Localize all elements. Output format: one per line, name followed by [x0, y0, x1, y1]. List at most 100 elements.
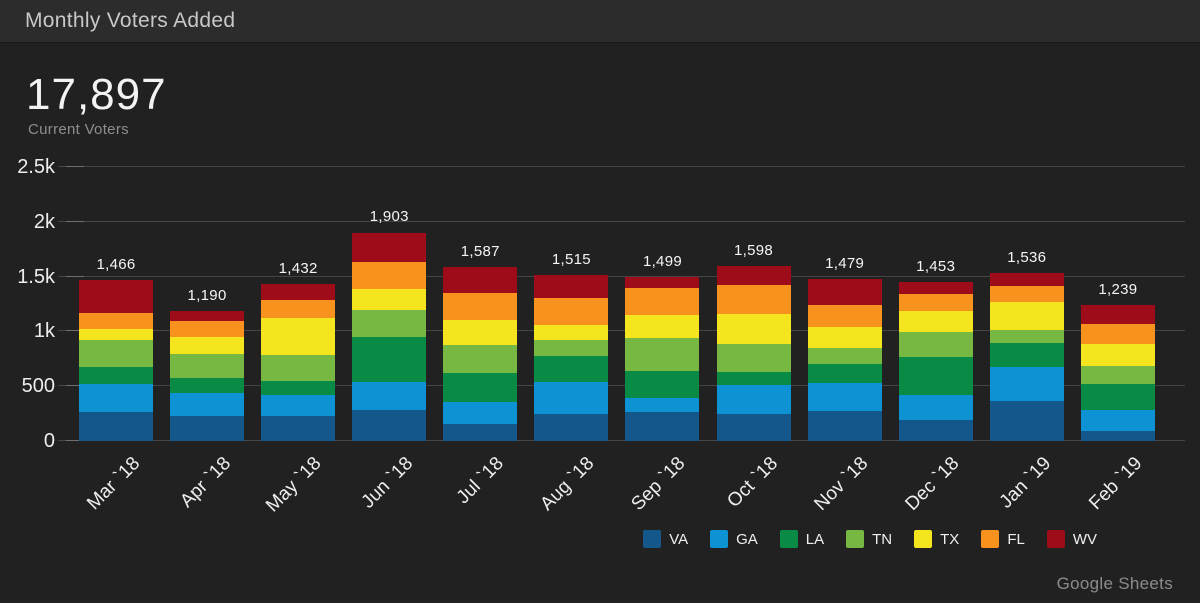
bar-segment-va-9[interactable] — [807, 410, 882, 441]
bar-segment-ga-12[interactable] — [1080, 410, 1155, 432]
bar-segment-la-7[interactable] — [625, 370, 700, 398]
y-tick-label-1k: 1k — [33, 320, 55, 343]
bar-segment-fl-7[interactable] — [625, 287, 700, 315]
bar-segment-fl-9[interactable] — [807, 305, 882, 327]
bar-segment-ga-6[interactable] — [534, 381, 609, 414]
bar-segment-va-2[interactable] — [170, 415, 245, 441]
bar-segment-tx-1[interactable] — [79, 329, 153, 341]
bar-segment-tx-5[interactable] — [443, 320, 518, 345]
bar-segment-tx-10[interactable] — [898, 311, 973, 333]
bar-segment-fl-8[interactable] — [716, 284, 791, 315]
bar-segment-tx-4[interactable] — [352, 288, 427, 311]
bar-segment-ga-1[interactable] — [79, 384, 153, 413]
bar-segment-wv-4[interactable] — [352, 232, 427, 263]
bar-segment-tx-9[interactable] — [807, 326, 882, 348]
bar-segment-wv-9[interactable] — [807, 278, 882, 306]
bar-segment-va-11[interactable] — [989, 401, 1064, 441]
legend-item-tn[interactable]: TN — [846, 530, 892, 548]
bar-segment-wv-6[interactable] — [534, 275, 609, 299]
bar-segment-fl-4[interactable] — [352, 262, 427, 289]
bar-segment-tx-6[interactable] — [534, 325, 609, 340]
bar-segment-tn-3[interactable] — [261, 354, 336, 381]
legend-item-wv[interactable]: WV — [1046, 530, 1097, 548]
bar-segment-tn-8[interactable] — [716, 343, 791, 372]
chart-title: Monthly Voters Added — [25, 9, 236, 32]
bar-segment-la-6[interactable] — [534, 356, 609, 382]
bar-segment-ga-8[interactable] — [716, 385, 791, 414]
bar-segment-tn-11[interactable] — [989, 330, 1064, 343]
bar-segment-fl-5[interactable] — [443, 292, 518, 321]
bar-sep-18: 1,499 — [625, 253, 700, 441]
bar-segment-la-11[interactable] — [989, 342, 1064, 367]
bar-segment-ga-3[interactable] — [261, 395, 336, 417]
bar-segment-wv-3[interactable] — [261, 284, 336, 300]
bar-segment-tn-1[interactable] — [79, 340, 153, 367]
bar-segment-fl-3[interactable] — [261, 299, 336, 319]
bar-segment-wv-12[interactable] — [1080, 305, 1155, 325]
bar-segment-fl-2[interactable] — [170, 320, 245, 337]
bar-segment-la-3[interactable] — [261, 380, 336, 396]
current-voters-value: 17,897 — [26, 70, 167, 119]
bar-segment-tn-12[interactable] — [1080, 366, 1155, 385]
bar-segment-va-6[interactable] — [534, 413, 609, 441]
bar-segment-tn-7[interactable] — [625, 337, 700, 371]
bar-segment-va-7[interactable] — [625, 412, 700, 441]
legend-label-fl: FL — [1007, 530, 1025, 548]
bar-segment-la-5[interactable] — [443, 373, 518, 403]
bar-segment-fl-11[interactable] — [989, 286, 1064, 303]
bar-segment-va-5[interactable] — [443, 423, 518, 441]
bar-segment-ga-10[interactable] — [898, 394, 973, 420]
bar-segment-va-12[interactable] — [1080, 431, 1155, 441]
bar-segment-va-1[interactable] — [79, 412, 153, 441]
bar-segment-tx-3[interactable] — [261, 318, 336, 355]
bar-segment-wv-10[interactable] — [898, 281, 973, 295]
bar-segment-ga-4[interactable] — [352, 381, 427, 410]
bar-segment-tn-5[interactable] — [443, 344, 518, 374]
bar-segment-wv-2[interactable] — [170, 310, 245, 321]
bar-segment-fl-12[interactable] — [1080, 324, 1155, 345]
bar-segment-wv-8[interactable] — [716, 265, 791, 285]
bar-segment-ga-2[interactable] — [170, 392, 245, 416]
bar-segment-ga-5[interactable] — [443, 402, 518, 424]
bar-segment-va-3[interactable] — [261, 416, 336, 441]
bar-segment-la-9[interactable] — [807, 363, 882, 384]
bar-segment-wv-5[interactable] — [443, 267, 518, 293]
bar-segment-ga-11[interactable] — [989, 366, 1064, 402]
bar-segment-la-12[interactable] — [1080, 384, 1155, 411]
bar-segment-va-10[interactable] — [898, 419, 973, 441]
bar-nov-18: 1,479 — [807, 255, 882, 441]
bar-segment-tx-8[interactable] — [716, 314, 791, 344]
bar-segment-tx-12[interactable] — [1080, 344, 1155, 367]
bar-segment-tn-4[interactable] — [352, 310, 427, 338]
bar-segment-tx-2[interactable] — [170, 336, 245, 354]
bar-segment-tn-2[interactable] — [170, 353, 245, 379]
bar-segment-tn-10[interactable] — [898, 332, 973, 357]
legend-item-ga[interactable]: GA — [710, 530, 758, 548]
bar-segment-fl-10[interactable] — [898, 294, 973, 312]
bar-segment-va-8[interactable] — [716, 413, 791, 441]
bar-mar-18: 1,466 — [79, 256, 153, 441]
bar-segment-ga-7[interactable] — [625, 397, 700, 413]
bar-segment-la-10[interactable] — [898, 356, 973, 395]
bar-segment-la-8[interactable] — [716, 371, 791, 386]
bar-segment-wv-11[interactable] — [989, 272, 1064, 287]
bar-segment-tx-7[interactable] — [625, 314, 700, 338]
x-tick-label-6: Aug `18 — [536, 453, 599, 515]
bar-segment-la-4[interactable] — [352, 337, 427, 382]
bar-segment-la-2[interactable] — [170, 378, 245, 393]
legend-item-la[interactable]: LA — [779, 530, 824, 548]
bar-segment-tn-6[interactable] — [534, 339, 609, 357]
bar-segment-la-1[interactable] — [79, 366, 153, 385]
bar-segment-ga-9[interactable] — [807, 383, 882, 411]
bar-segment-tx-11[interactable] — [989, 302, 1064, 331]
bar-total-label: 1,432 — [278, 260, 318, 278]
bar-segment-fl-1[interactable] — [79, 312, 153, 330]
bar-segment-tn-9[interactable] — [807, 347, 882, 364]
bar-segment-wv-1[interactable] — [79, 280, 153, 313]
legend-item-va[interactable]: VA — [643, 530, 688, 548]
bar-segment-va-4[interactable] — [352, 409, 427, 441]
legend-item-fl[interactable]: FL — [981, 530, 1025, 548]
legend-item-tx[interactable]: TX — [914, 530, 959, 548]
bar-segment-fl-6[interactable] — [534, 298, 609, 326]
bar-segment-wv-7[interactable] — [625, 276, 700, 288]
